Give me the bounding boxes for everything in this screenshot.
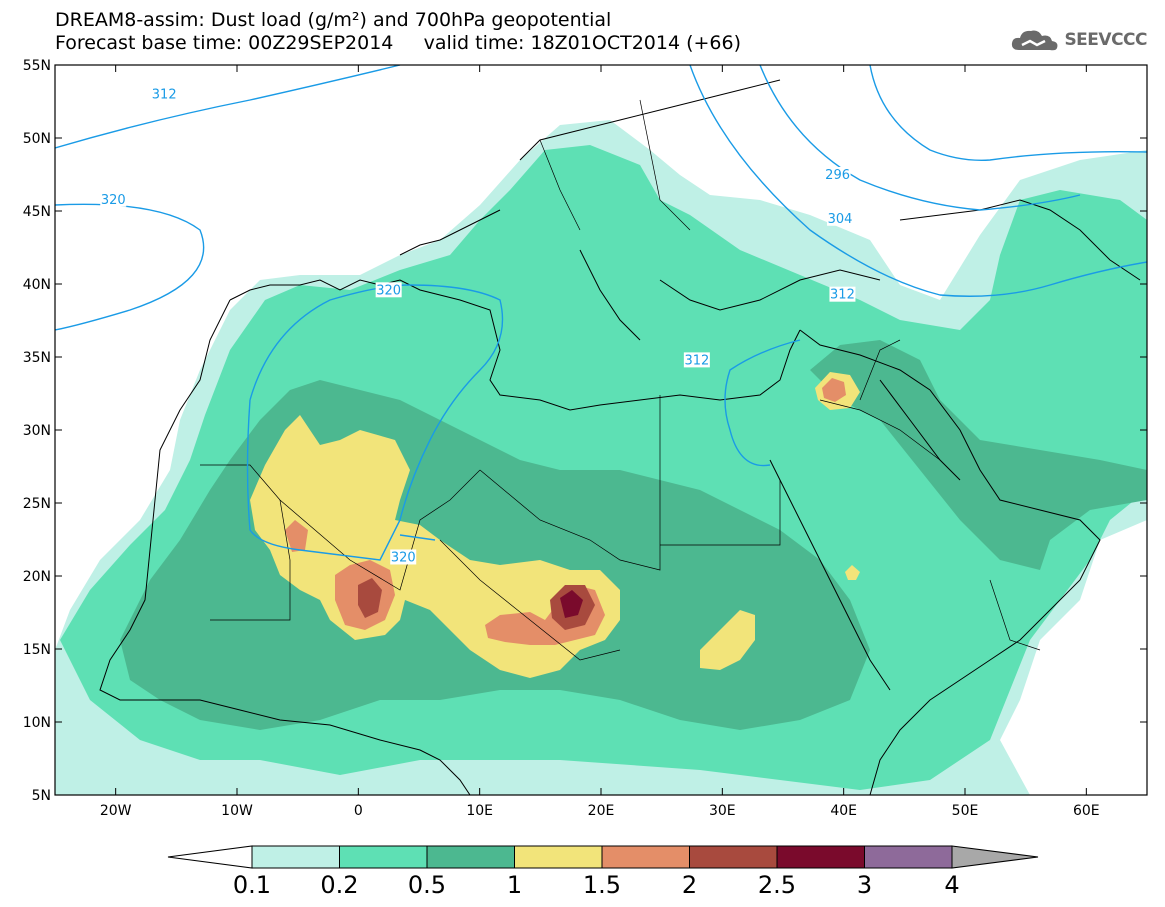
logo-text: SEEVCCC [1064, 30, 1147, 50]
colorbar-box [426, 845, 515, 869]
dust-region-2-b [358, 578, 382, 618]
colorbar-tick-label: 2.5 [758, 871, 796, 899]
contour-label: 312 [152, 88, 177, 103]
colorbar-ticks: 0.1 0.2 0.5 1 1.5 2 2.5 3 4 [233, 871, 960, 899]
contour-labels: 312 320 320 320 296 304 312 312 [100, 86, 856, 565]
contour-label: 320 [376, 283, 401, 298]
colorbar-tick-label: 0.1 [233, 871, 271, 899]
dust-region-1-eritrea [845, 565, 860, 580]
colorbar-above-triangle [951, 845, 1039, 869]
lon-tick-label: 10W [221, 803, 253, 819]
colorbar-boxes [167, 845, 1039, 869]
coastlines [99, 79, 1141, 795]
contour-label-bg [151, 86, 178, 102]
lon-tick-label: 40E [830, 803, 857, 819]
lat-tick-label: 30N [23, 423, 51, 439]
lat-tick-label: 20N [23, 569, 51, 585]
colorbar-tick-label: 0.2 [320, 871, 358, 899]
lon-tick-label: 30E [709, 803, 736, 819]
colorbar-box [689, 845, 778, 869]
lat-tick-label: 35N [23, 350, 51, 366]
dust-region-1.5-iraq [822, 378, 846, 402]
contour-label-bg [375, 282, 402, 298]
contour-label-bg [829, 286, 856, 302]
colorbar-tick-label: 1 [507, 871, 522, 899]
colorbar-box [514, 845, 603, 869]
colorbar-tick-label: 1.5 [583, 871, 621, 899]
dust-region-1.5-b [285, 520, 308, 552]
latitude-ticks: 55N 50N 45N 40N 35N 30N 25N 20N 15N 10N 5N [23, 58, 1147, 804]
country-borders [200, 99, 1041, 661]
colorbar-tick-label: 4 [944, 871, 959, 899]
colorbar-tick-label: 0.5 [408, 871, 446, 899]
colorbar-box [776, 845, 865, 869]
contour-label: 312 [830, 288, 855, 303]
contour-label: 320 [391, 550, 416, 565]
colorbar-below-triangle [167, 845, 253, 869]
contour-label: 312 [684, 353, 709, 368]
contour-label-bg [390, 549, 417, 565]
colorbar-box [251, 845, 340, 869]
dust-region-1-east [700, 610, 755, 670]
lon-tick-label: 10E [466, 803, 493, 819]
contour-label: 296 [825, 168, 850, 183]
lon-tick-label: 20W [100, 803, 132, 819]
longitude-ticks: 20W 10W 0 10E 20E 30E 40E 50E 60E [100, 65, 1100, 819]
contour-label-bg [827, 210, 854, 226]
dust-region-2.5 [560, 590, 583, 618]
lon-tick-label: 0 [354, 803, 363, 819]
contour-label: 320 [101, 193, 126, 208]
colorbar-box [601, 845, 690, 869]
lon-tick-label: 60E [1073, 803, 1100, 819]
lat-tick-label: 25N [23, 496, 51, 512]
lat-tick-label: 45N [23, 204, 51, 220]
lon-tick-label: 50E [952, 803, 979, 819]
colorbar-tick-label: 3 [857, 871, 872, 899]
lon-tick-label: 20E [588, 803, 615, 819]
contour-label: 304 [828, 212, 853, 227]
cloud-logo-icon [1012, 30, 1058, 51]
seevccc-logo: SEEVCCC [1010, 26, 1147, 54]
lat-tick-label: 50N [23, 131, 51, 147]
dust-region-0.5-arabia [810, 340, 1147, 570]
forecast-times: Forecast base time: 00Z29SEP2014 valid t… [55, 32, 742, 54]
colorbar-tick-label: 2 [682, 871, 697, 899]
lat-tick-label: 40N [23, 277, 51, 293]
lat-tick-label: 10N [23, 715, 51, 731]
contour-label-bg [824, 166, 851, 182]
lat-tick-label: 55N [23, 58, 51, 74]
geopotential-contours [55, 65, 1147, 561]
lat-tick-label: 5N [32, 788, 51, 804]
contour-label-bg [683, 352, 710, 368]
contour-label-bg [100, 191, 127, 207]
lat-tick-label: 15N [23, 642, 51, 658]
colorbar-box [339, 845, 428, 869]
map-title: DREAM8-assim: Dust load (g/m²) and 700hP… [55, 9, 612, 31]
colorbar-box [864, 845, 953, 869]
